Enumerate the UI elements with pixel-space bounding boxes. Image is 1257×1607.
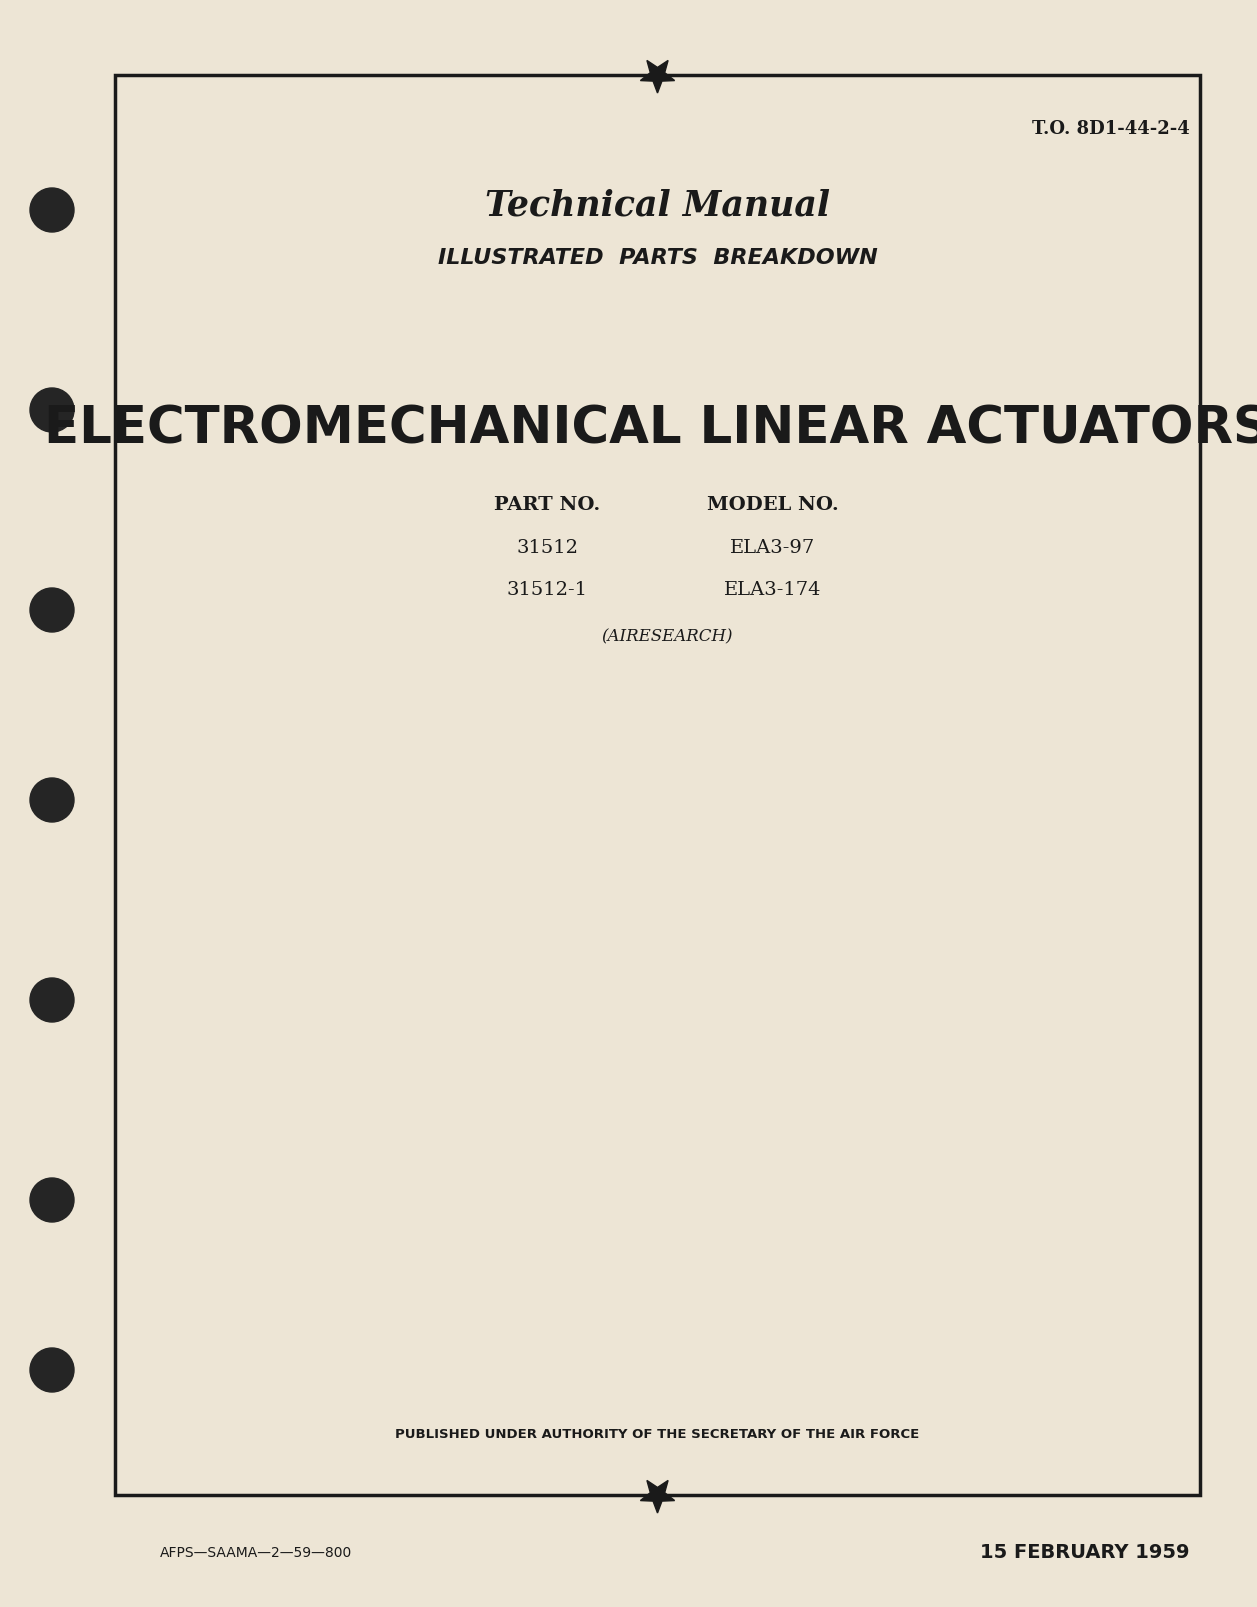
Polygon shape [640,1480,675,1514]
Text: 31512-1: 31512-1 [507,582,588,599]
Text: ILLUSTRATED  PARTS  BREAKDOWN: ILLUSTRATED PARTS BREAKDOWN [437,247,877,268]
Circle shape [30,979,74,1022]
Text: ELECTROMECHANICAL LINEAR ACTUATORS: ELECTROMECHANICAL LINEAR ACTUATORS [44,405,1257,455]
Text: T.O. 8D1-44-2-4: T.O. 8D1-44-2-4 [1032,121,1190,138]
Text: MODEL NO.: MODEL NO. [706,497,838,514]
Text: 15 FEBRUARY 1959: 15 FEBRUARY 1959 [980,1543,1190,1562]
Text: ELA3-97: ELA3-97 [730,538,815,558]
Circle shape [30,1348,74,1392]
Text: (AIRESEARCH): (AIRESEARCH) [602,628,733,646]
Circle shape [30,778,74,823]
Text: 31512: 31512 [517,538,578,558]
Text: PART NO.: PART NO. [494,497,601,514]
Text: PUBLISHED UNDER AUTHORITY OF THE SECRETARY OF THE AIR FORCE: PUBLISHED UNDER AUTHORITY OF THE SECRETA… [396,1429,920,1441]
Text: AFPS—SAAMA—2—59—800: AFPS—SAAMA—2—59—800 [160,1546,352,1560]
Bar [114,76,1200,1495]
Text: Technical Manual: Technical Manual [485,188,830,222]
Circle shape [30,1178,74,1221]
Circle shape [30,387,74,432]
Circle shape [30,188,74,231]
Text: ELA3-174: ELA3-174 [724,582,821,599]
Polygon shape [640,61,675,93]
Circle shape [30,588,74,632]
